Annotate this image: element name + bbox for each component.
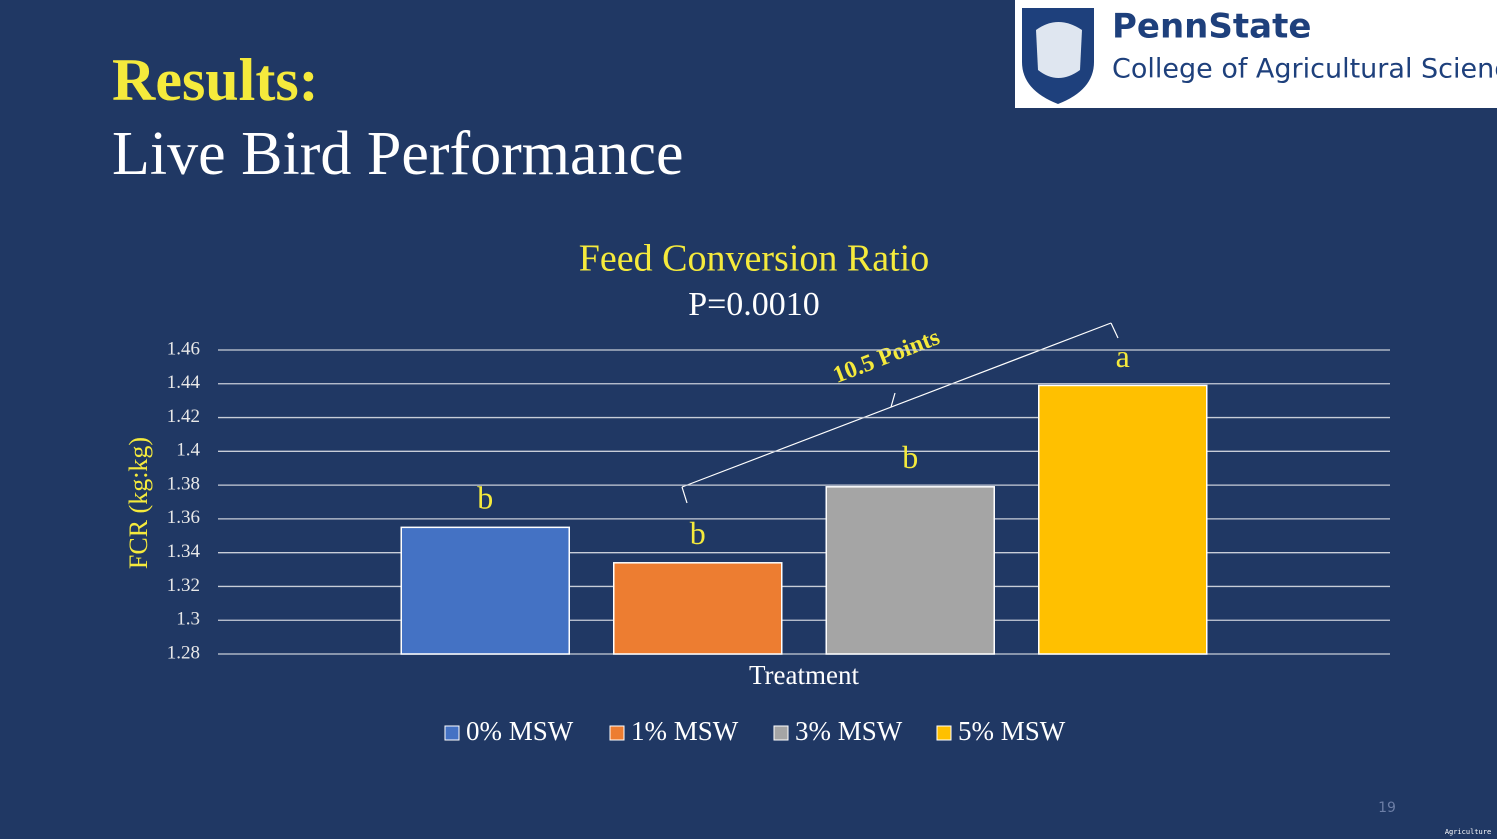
chart-subtitle: P=0.0010 [688,286,820,323]
y-tick-label: 1.44 [167,372,201,393]
slide-subtitle: Live Bird Performance [112,120,684,188]
legend-label: 5% MSW [958,716,1066,746]
y-tick-label: 1.34 [167,541,201,562]
bracket-end [1110,322,1119,339]
legend-swatch [936,725,952,741]
significance-letter: a [1116,338,1130,374]
plot: 1.28 1.3 1.32 1.34 1.36 1.38 1.4 1.42 1.44 1.46 b b… [167,338,1390,746]
y-tick-label: 1.28 [167,642,200,663]
chart-title: Feed Conversion Ratio [579,238,929,280]
legend-swatch [444,725,460,741]
bar [613,562,783,655]
legend-swatch [609,725,625,741]
y-tick-label: 1.4 [176,440,200,461]
y-tick-label: 1.38 [167,473,200,494]
y-tick-label: 1.46 [167,338,200,359]
y-tick-label: 1.3 [176,609,200,630]
logo-box [1015,0,1497,108]
bar [825,486,995,655]
logo-name: PennState [1112,7,1311,47]
significance-letter: b [902,439,918,475]
slide-title: Results: [112,47,319,113]
logo: PennState College of Agricultural Scienc… [1015,0,1497,108]
y-tick-label: 1.42 [167,406,200,427]
y-axis-title: FCR (kg:kg) [124,437,153,569]
legend-label: 0% MSW [466,716,574,746]
bar [400,526,570,655]
legend-label: 1% MSW [631,716,739,746]
y-tick-label: 1.32 [167,575,200,596]
logo-college: College of Agricultural Sciences [1112,54,1497,85]
footer-note: Agriculture [1445,828,1491,836]
page-number: 19 [1378,800,1396,816]
bar [1038,384,1208,655]
significance-letter: b [477,480,493,516]
legend-label: 3% MSW [795,716,903,746]
y-tick-label: 1.36 [167,507,200,528]
legend-swatch [773,725,789,741]
logo-lion [1036,22,1082,78]
bracket-end [681,486,688,504]
bracket-mid [890,392,896,408]
x-axis-title: Treatment [749,660,859,690]
significance-letter: b [690,515,706,551]
